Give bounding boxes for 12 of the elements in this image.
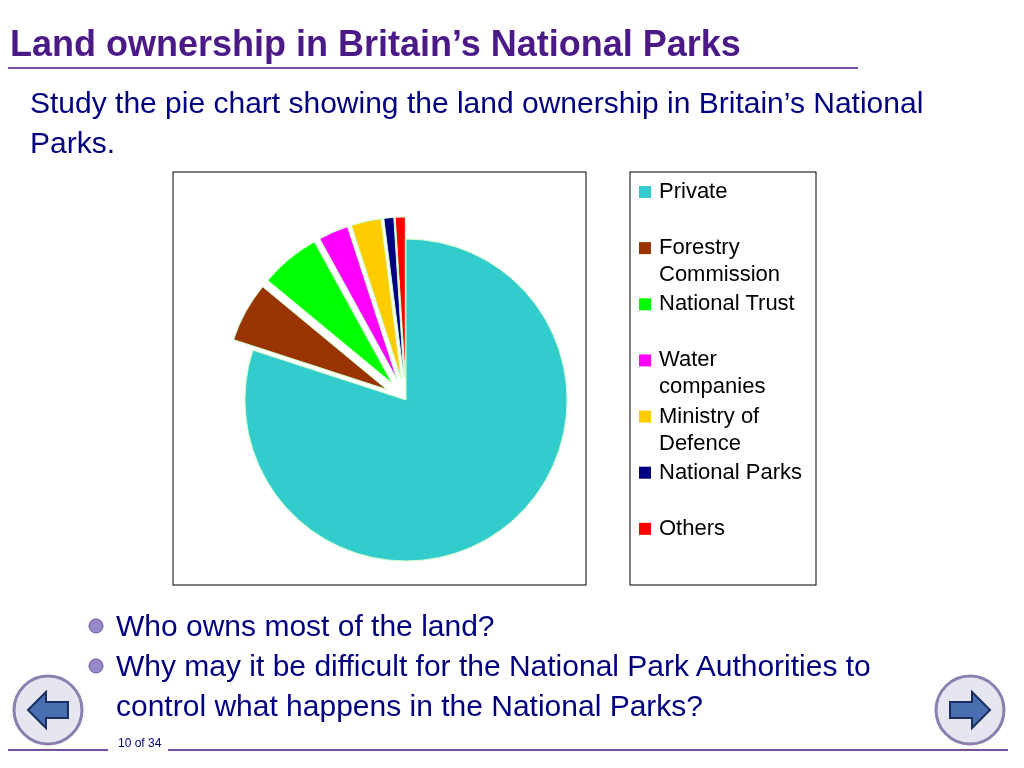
chart-title: Land ownership in Britain’s National Parks	[10, 23, 741, 64]
text: Why may it be difficult for the National Park Authorities to control what happens in the National Parks?	[116, 649, 871, 722]
legend-label: Ministry of Defence	[659, 402, 761, 455]
text: Who owns most of the land?	[116, 609, 495, 642]
legend-label: Private	[659, 178, 728, 203]
legend-label: Others	[659, 514, 726, 540]
legend-label: Water companies	[659, 346, 766, 399]
chart-subtitle: Study the pie chart showing the land ownership in Britain’s National Parks.	[30, 86, 924, 159]
legend-label: National Parks	[659, 458, 803, 484]
text: 10 of 34	[118, 736, 162, 750]
legend-label: Forestry Commission	[659, 234, 781, 287]
legend-label: National Trust	[659, 290, 795, 316]
